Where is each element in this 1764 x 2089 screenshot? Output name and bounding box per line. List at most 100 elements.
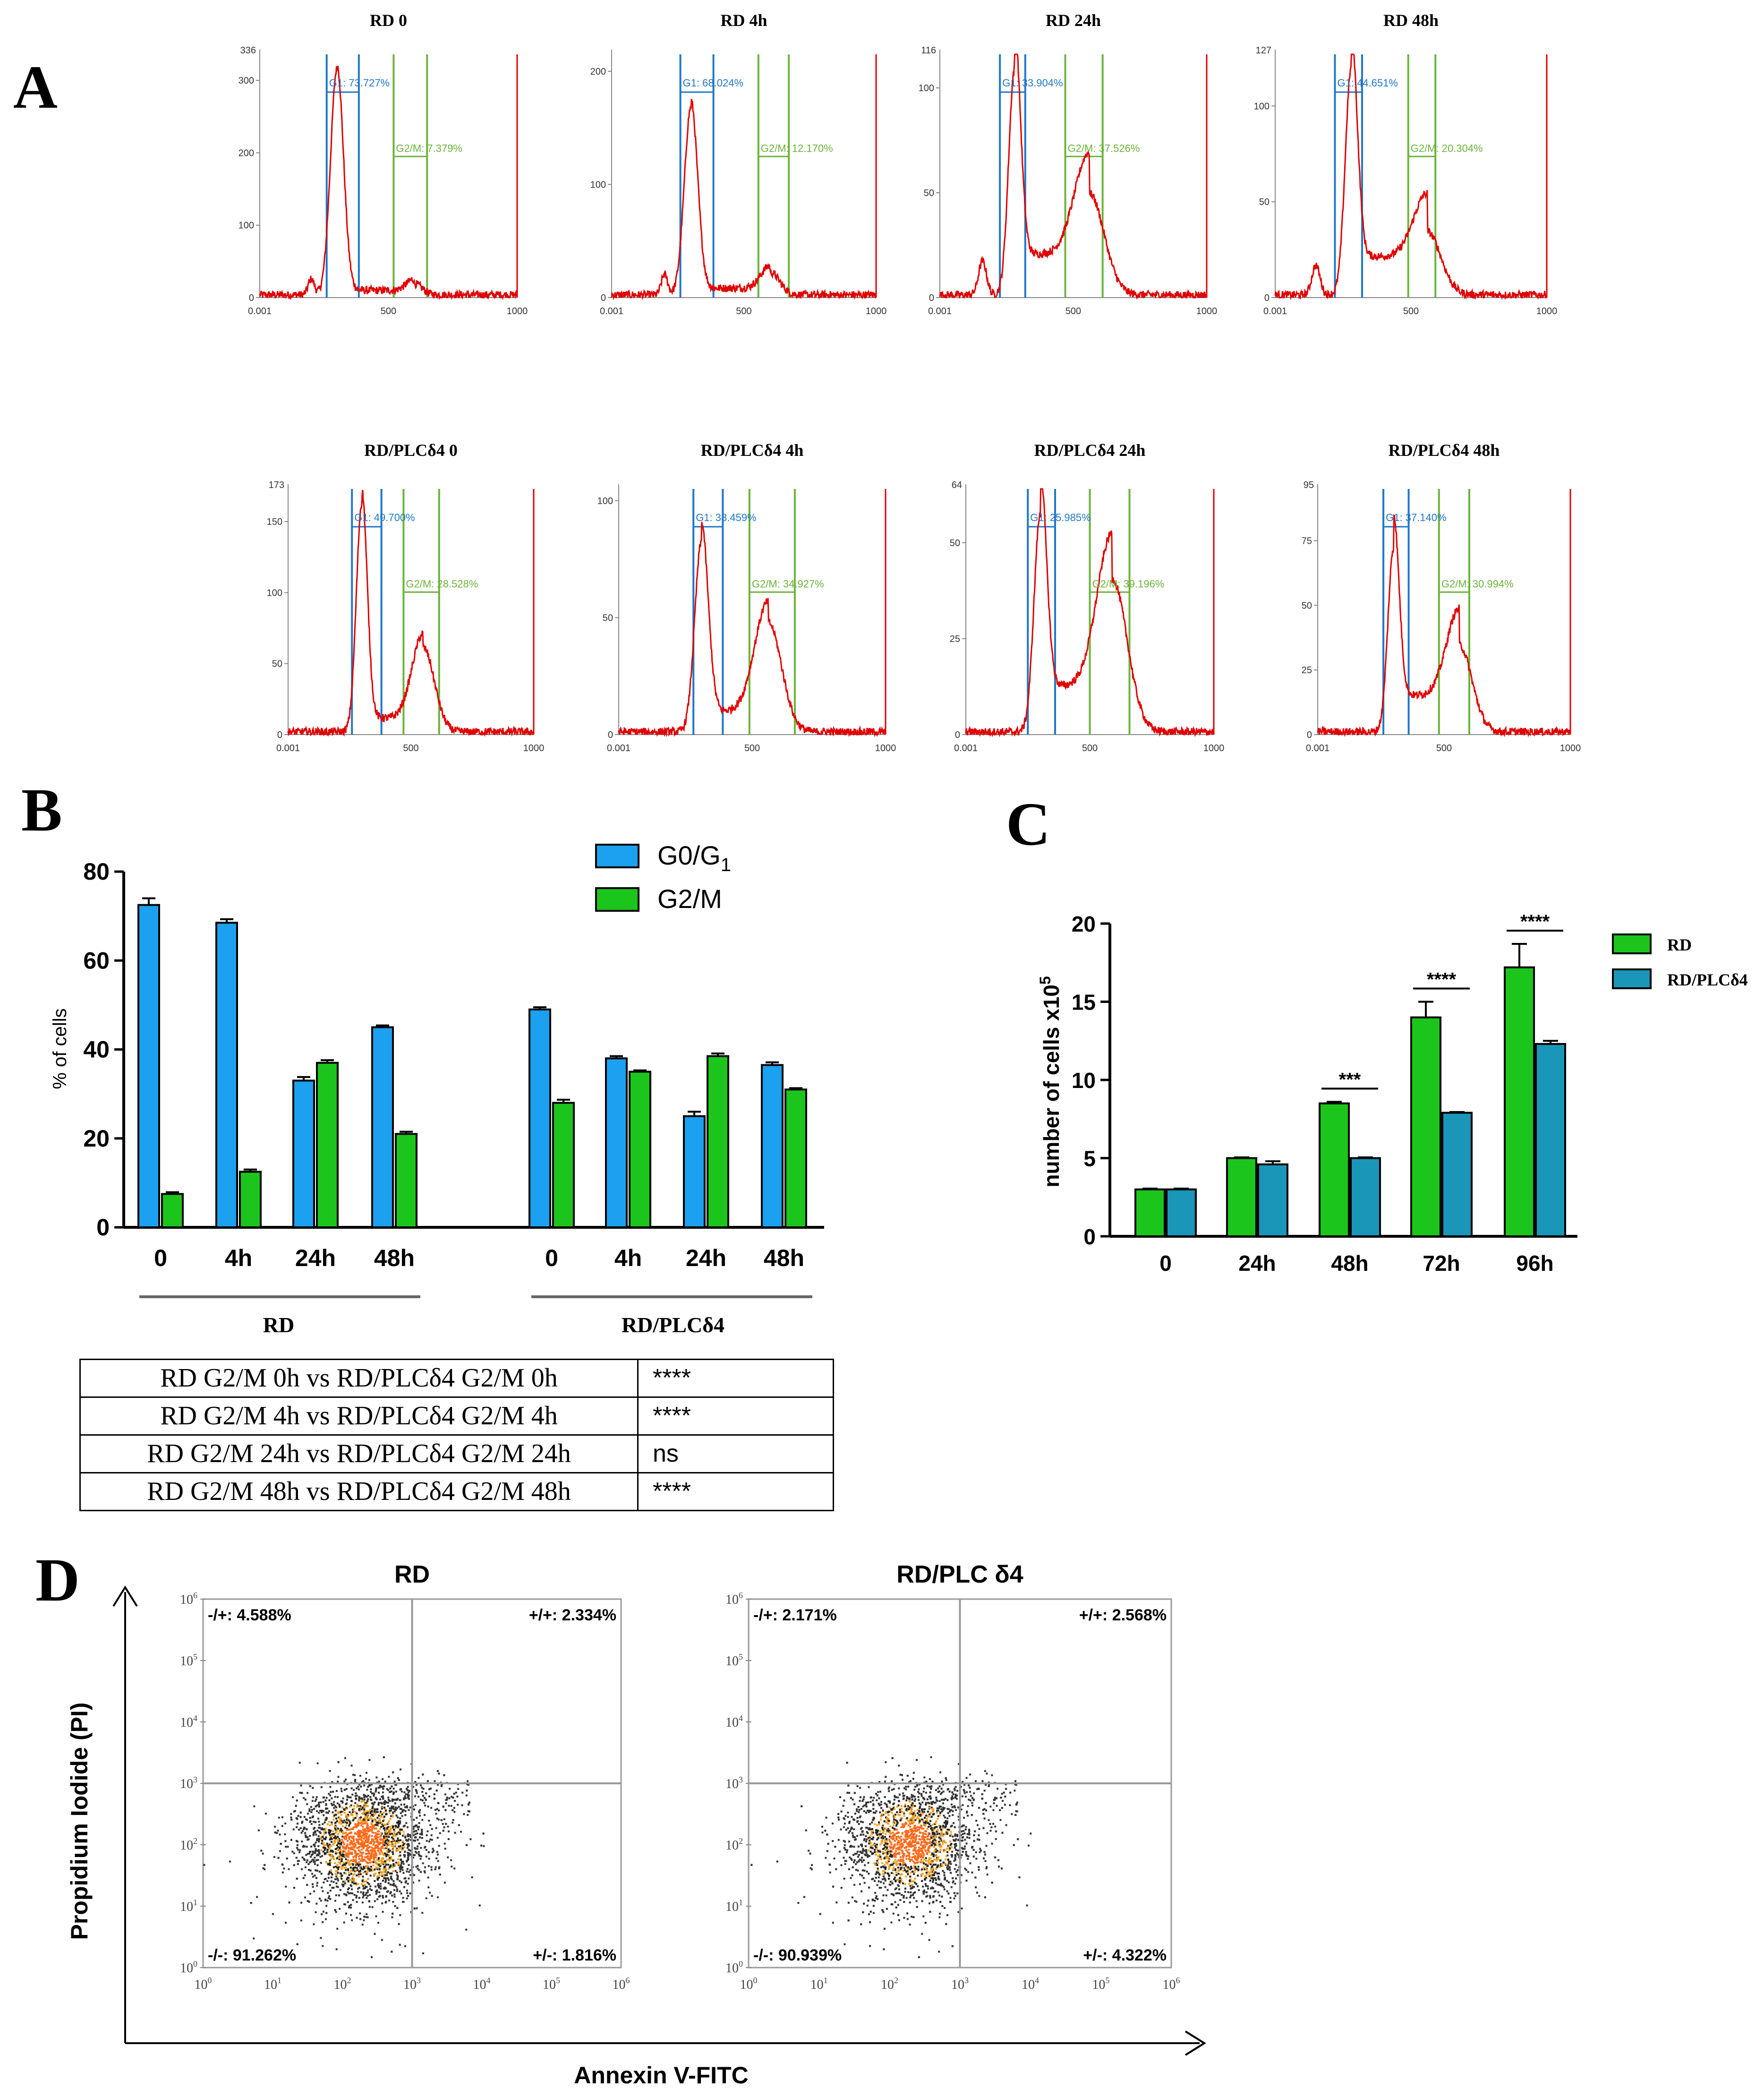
event-dot xyxy=(366,1861,368,1864)
event-dot xyxy=(376,1832,378,1835)
event-dot xyxy=(413,1808,415,1811)
event-dot xyxy=(359,1834,361,1837)
event-dot xyxy=(288,1901,290,1904)
event-dot xyxy=(339,1820,341,1823)
event-dot xyxy=(363,1818,365,1821)
event-dot xyxy=(437,1818,440,1821)
event-dot xyxy=(370,1829,373,1831)
event-dot xyxy=(429,1838,432,1841)
event-dot xyxy=(330,1791,332,1793)
event-dot xyxy=(306,1828,308,1831)
event-dot xyxy=(303,1797,305,1799)
event-dot xyxy=(303,1828,305,1830)
event-dot xyxy=(332,1830,334,1832)
event-dot xyxy=(378,1843,380,1846)
event-dot xyxy=(339,1863,341,1865)
event-dot xyxy=(389,1865,392,1867)
y-tick-label: 104 xyxy=(180,1713,197,1730)
x-tick-label: 105 xyxy=(1092,1976,1109,1992)
x-tick-label: 0.001 xyxy=(276,743,300,753)
event-dot xyxy=(302,1877,305,1879)
event-dot xyxy=(307,1853,309,1855)
event-dot xyxy=(324,1838,326,1841)
event-dot xyxy=(347,1869,349,1871)
event-dot xyxy=(350,1787,353,1789)
event-dot xyxy=(420,1784,422,1787)
event-dot xyxy=(341,1868,343,1870)
event-dot xyxy=(316,1884,318,1887)
event-dot xyxy=(341,1875,343,1877)
event-dot xyxy=(349,1852,351,1855)
legend-label-g0g1: G0/G1 xyxy=(657,840,731,875)
event-dot xyxy=(961,1830,963,1832)
event-dot xyxy=(336,1820,338,1823)
event-dot xyxy=(478,1904,481,1907)
event-dot xyxy=(396,1822,398,1824)
event-dot xyxy=(321,1840,324,1842)
event-dot xyxy=(349,1892,351,1894)
event-dot xyxy=(413,1830,416,1832)
event-dot xyxy=(314,1845,316,1848)
event-dot xyxy=(299,1849,301,1851)
event-dot xyxy=(402,1872,405,1874)
event-dot xyxy=(434,1868,436,1870)
g2m-percent-label: G2/M: 30.994% xyxy=(1441,578,1514,590)
event-dot xyxy=(424,1805,426,1806)
event-dot xyxy=(392,1870,394,1872)
y-tick-label: 20 xyxy=(1072,912,1096,936)
event-dot xyxy=(337,1841,339,1842)
histogram-trace xyxy=(259,66,518,300)
event-dot xyxy=(426,1830,429,1832)
x-tick-label: 1000 xyxy=(507,306,528,317)
event-dot xyxy=(364,1870,366,1873)
event-dot xyxy=(349,1811,351,1813)
x-tick-label: 48h xyxy=(1331,1251,1368,1276)
event-dot xyxy=(355,1895,358,1897)
event-dot xyxy=(366,1789,368,1791)
event-dot xyxy=(373,1825,375,1827)
event-dot xyxy=(300,1919,302,1922)
event-dot xyxy=(341,1860,343,1862)
event-dot xyxy=(342,1885,344,1887)
event-dot xyxy=(938,1894,940,1897)
tick-exponent: 4 xyxy=(193,1713,197,1723)
event-dot xyxy=(349,1822,351,1824)
event-dot xyxy=(380,1810,382,1813)
event-dot xyxy=(344,1826,347,1829)
event-dot xyxy=(339,1847,341,1849)
tick-exponent: 3 xyxy=(964,1976,969,1985)
event-dot xyxy=(375,1797,377,1799)
event-dot xyxy=(415,1850,417,1853)
event-dot xyxy=(355,1797,357,1799)
event-dot xyxy=(399,1914,401,1916)
event-dot xyxy=(467,1780,469,1782)
event-dot xyxy=(322,1801,324,1803)
tick-exponent: 6 xyxy=(193,1591,197,1600)
event-dot xyxy=(956,1789,958,1792)
event-dot xyxy=(450,1859,452,1861)
histogram-title: RD/PLCδ4 4h xyxy=(701,441,804,460)
event-dot xyxy=(366,1916,369,1918)
x-tick-label: 500 xyxy=(736,306,751,317)
event-dot xyxy=(913,1897,915,1899)
event-dot xyxy=(331,1833,333,1835)
event-dot xyxy=(451,1796,452,1798)
event-dot xyxy=(345,1894,348,1896)
event-dot xyxy=(359,1870,361,1872)
event-dot xyxy=(956,1874,959,1876)
event-dot xyxy=(380,1860,382,1862)
event-dot xyxy=(322,1850,324,1853)
event-dot xyxy=(335,1911,337,1913)
event-dot xyxy=(392,1859,394,1862)
event-dot xyxy=(444,1848,446,1850)
y-tick-label: 101 xyxy=(725,1898,743,1914)
tick-exponent: 1 xyxy=(193,1898,197,1907)
event-dot xyxy=(374,1849,376,1852)
event-dot xyxy=(386,1827,388,1830)
event-dot xyxy=(324,1853,326,1855)
event-dot xyxy=(340,1856,342,1858)
event-dot xyxy=(313,1808,315,1810)
event-dot xyxy=(326,1823,329,1825)
